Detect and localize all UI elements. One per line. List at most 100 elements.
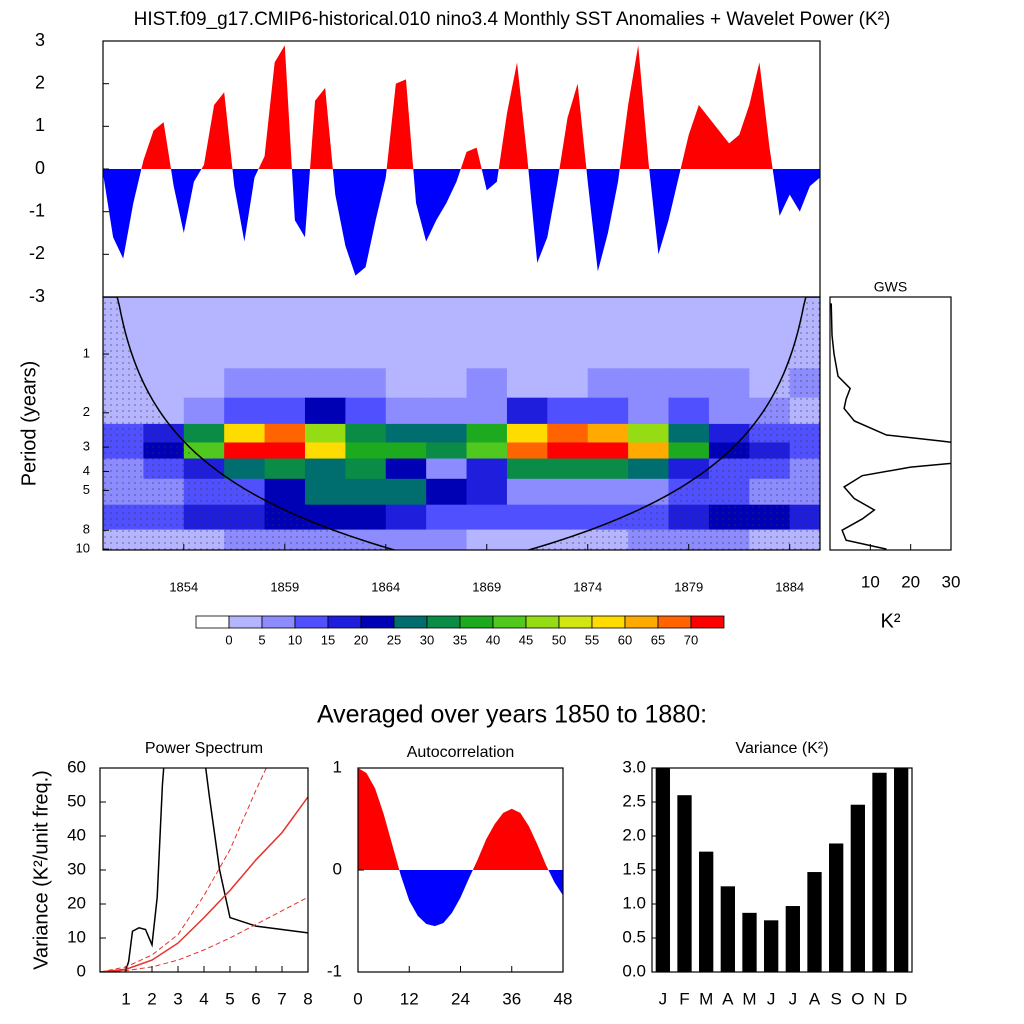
colorbar-box bbox=[624, 615, 659, 629]
x-tick-label: 5 bbox=[225, 989, 234, 1008]
power-cell bbox=[506, 478, 548, 506]
neg-area-group bbox=[358, 870, 563, 927]
power-cell bbox=[345, 297, 387, 333]
power-cell bbox=[506, 442, 548, 460]
plot-area bbox=[655, 768, 909, 972]
plot-area bbox=[830, 303, 951, 550]
power-cell bbox=[587, 397, 629, 425]
colorbar-label: 30 bbox=[420, 632, 434, 647]
power-cell bbox=[345, 458, 387, 480]
y-tick-label: 2 bbox=[83, 404, 90, 419]
x-tick-label: J bbox=[767, 989, 776, 1008]
power-cell bbox=[708, 397, 750, 425]
x-tick-label: 1854 bbox=[169, 579, 198, 594]
pos-area-group bbox=[103, 45, 820, 169]
y-tick-label: 2 bbox=[35, 72, 45, 92]
power-cell bbox=[264, 332, 306, 369]
pos-area-group bbox=[358, 768, 563, 870]
x-tick-label: 4 bbox=[199, 989, 208, 1008]
y-tick-label: 5 bbox=[83, 482, 90, 497]
y-tick-label: 1 bbox=[35, 115, 45, 135]
power-cell bbox=[385, 504, 427, 531]
x-tick-label: 1 bbox=[121, 989, 130, 1008]
power-cell bbox=[385, 297, 427, 333]
pos-area bbox=[103, 45, 820, 169]
power-cell bbox=[304, 478, 346, 506]
series-line bbox=[100, 768, 267, 972]
plot-frame bbox=[102, 296, 821, 551]
power-cell bbox=[385, 397, 427, 425]
colorbar-box bbox=[690, 615, 725, 629]
colorbar-label: 0 bbox=[225, 632, 232, 647]
x-tick-label: 12 bbox=[400, 989, 419, 1008]
power-cell bbox=[466, 397, 508, 425]
y-tick-label: -3 bbox=[29, 286, 45, 306]
power-cell bbox=[264, 478, 306, 506]
x-tick-label: J bbox=[789, 989, 798, 1008]
power-cell bbox=[628, 442, 670, 460]
y-tick-label: 60 bbox=[67, 757, 86, 776]
colorbar-box bbox=[492, 615, 527, 629]
bar bbox=[655, 768, 670, 972]
x-tick-label: A bbox=[809, 989, 821, 1008]
x-tick-label: 2 bbox=[147, 989, 156, 1008]
power-cell bbox=[628, 332, 670, 369]
power-cell bbox=[426, 529, 468, 550]
power-cell bbox=[506, 504, 548, 531]
power-cell bbox=[587, 442, 629, 460]
series-line bbox=[100, 796, 308, 972]
colorbar-box bbox=[360, 615, 395, 629]
power-cell bbox=[466, 458, 508, 480]
y-tick-label: 1 bbox=[83, 345, 90, 360]
power-cell bbox=[587, 332, 629, 369]
power-cell bbox=[426, 332, 468, 369]
power-cell bbox=[426, 458, 468, 480]
x-tick-label: 6 bbox=[251, 989, 260, 1008]
power-cell bbox=[426, 504, 468, 531]
y-tick-label: 3 bbox=[83, 439, 90, 454]
power-cell bbox=[345, 478, 387, 506]
power-cell bbox=[466, 529, 508, 550]
plot-area bbox=[358, 768, 563, 927]
power-cell bbox=[587, 423, 629, 443]
power-cell bbox=[183, 297, 225, 333]
power-cell bbox=[264, 368, 306, 399]
y-tick-label: 40 bbox=[67, 825, 86, 844]
y-tick-label: 0 bbox=[77, 961, 86, 980]
plot-frame bbox=[829, 296, 952, 551]
power-cell bbox=[466, 423, 508, 443]
power-cell bbox=[708, 423, 750, 443]
colorbar-box bbox=[426, 615, 461, 629]
power-cell bbox=[224, 297, 266, 333]
power-cell bbox=[708, 368, 750, 399]
x-tick-label: 10 bbox=[861, 572, 880, 591]
power-cell bbox=[426, 397, 468, 425]
bar bbox=[829, 843, 844, 972]
power-cell bbox=[143, 332, 185, 369]
y-tick-label: -1 bbox=[29, 200, 45, 220]
power-cell bbox=[304, 442, 346, 460]
power-cell bbox=[587, 478, 629, 506]
power-cell bbox=[587, 368, 629, 399]
power-cell bbox=[304, 332, 346, 369]
colorbar-label: 55 bbox=[585, 632, 599, 647]
x-tick-label: M bbox=[699, 989, 713, 1008]
x-axis-label: K² bbox=[881, 610, 901, 632]
power-cell bbox=[547, 368, 589, 399]
power-cell bbox=[749, 332, 791, 369]
power-cell bbox=[224, 332, 266, 369]
colorbar-box bbox=[525, 615, 560, 629]
colorbar-label: 10 bbox=[288, 632, 302, 647]
power-cell bbox=[385, 423, 427, 443]
subheading: Averaged over years 1850 to 1880: bbox=[317, 701, 707, 729]
power-cell bbox=[304, 458, 346, 480]
x-tick-label: 1884 bbox=[775, 579, 804, 594]
power-cell bbox=[506, 529, 548, 550]
x-tick-label: 3 bbox=[173, 989, 182, 1008]
power-cell bbox=[506, 423, 548, 443]
power-cell bbox=[628, 297, 670, 333]
power-cell bbox=[547, 478, 589, 506]
plot-area bbox=[103, 297, 820, 550]
power-cell bbox=[466, 368, 508, 399]
